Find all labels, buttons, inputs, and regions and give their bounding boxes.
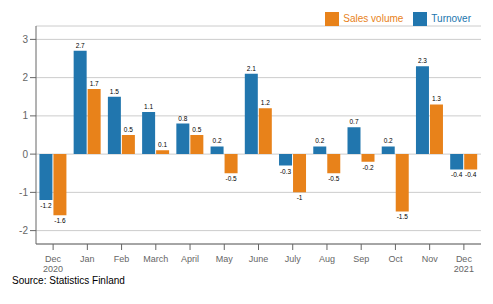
svg-text:-1.6: -1.6 — [54, 217, 66, 224]
svg-text:March: March — [143, 254, 168, 264]
svg-text:1.3: 1.3 — [432, 95, 441, 102]
svg-text:June: June — [249, 254, 269, 264]
svg-text:-0.4: -0.4 — [465, 171, 477, 178]
svg-text:Feb: Feb — [114, 254, 130, 264]
svg-text:April: April — [181, 254, 199, 264]
svg-text:0.2: 0.2 — [213, 137, 222, 144]
svg-text:-1: -1 — [19, 187, 28, 198]
svg-text:1.7: 1.7 — [90, 80, 99, 87]
svg-text:-1.5: -1.5 — [397, 213, 409, 220]
svg-text:Nov: Nov — [422, 254, 439, 264]
svg-text:-0.5: -0.5 — [328, 175, 340, 182]
svg-text:0.5: 0.5 — [192, 126, 201, 133]
html-text:Source: Statistics Finland: Source: Statistics Finland — [12, 275, 125, 286]
svg-text:Dec2020: Dec2020 — [43, 254, 63, 274]
svg-text:Aug: Aug — [319, 254, 335, 264]
svg-text:1.5: 1.5 — [110, 88, 119, 95]
svg-text:2: 2 — [22, 72, 28, 83]
html-text:Sales volume: Sales volume — [343, 12, 404, 24]
svg-text:0.2: 0.2 — [384, 137, 393, 144]
svg-text:-0.2: -0.2 — [362, 164, 374, 171]
svg-text:2.7: 2.7 — [76, 42, 85, 49]
svg-text:0.2: 0.2 — [315, 137, 324, 144]
svg-text:Sep: Sep — [353, 254, 369, 264]
svg-text:0: 0 — [22, 149, 28, 160]
svg-text:0.5: 0.5 — [124, 126, 133, 133]
svg-text:Oct: Oct — [388, 254, 403, 264]
svg-text:Jan: Jan — [80, 254, 95, 264]
svg-text:1.2: 1.2 — [261, 99, 270, 106]
svg-text:May: May — [216, 254, 234, 264]
svg-text:1: 1 — [22, 110, 28, 121]
svg-text:0.8: 0.8 — [178, 115, 187, 122]
html-text:Turnover: Turnover — [431, 12, 471, 24]
svg-text:Dec2021: Dec2021 — [454, 254, 474, 274]
svg-text:2.3: 2.3 — [418, 57, 427, 64]
svg-text:3: 3 — [22, 34, 28, 45]
svg-text:-2: -2 — [19, 225, 28, 236]
svg-text:1.1: 1.1 — [144, 103, 153, 110]
svg-text:-1.2: -1.2 — [40, 202, 52, 209]
svg-text:0.1: 0.1 — [158, 141, 167, 148]
svg-text:-1: -1 — [297, 194, 303, 201]
svg-text:-0.4: -0.4 — [451, 171, 463, 178]
svg-text:-0.3: -0.3 — [280, 168, 292, 175]
svg-text:July: July — [285, 254, 302, 264]
svg-text:-0.5: -0.5 — [225, 175, 237, 182]
svg-text:0.7: 0.7 — [349, 118, 358, 125]
svg-text:2.1: 2.1 — [247, 65, 256, 72]
